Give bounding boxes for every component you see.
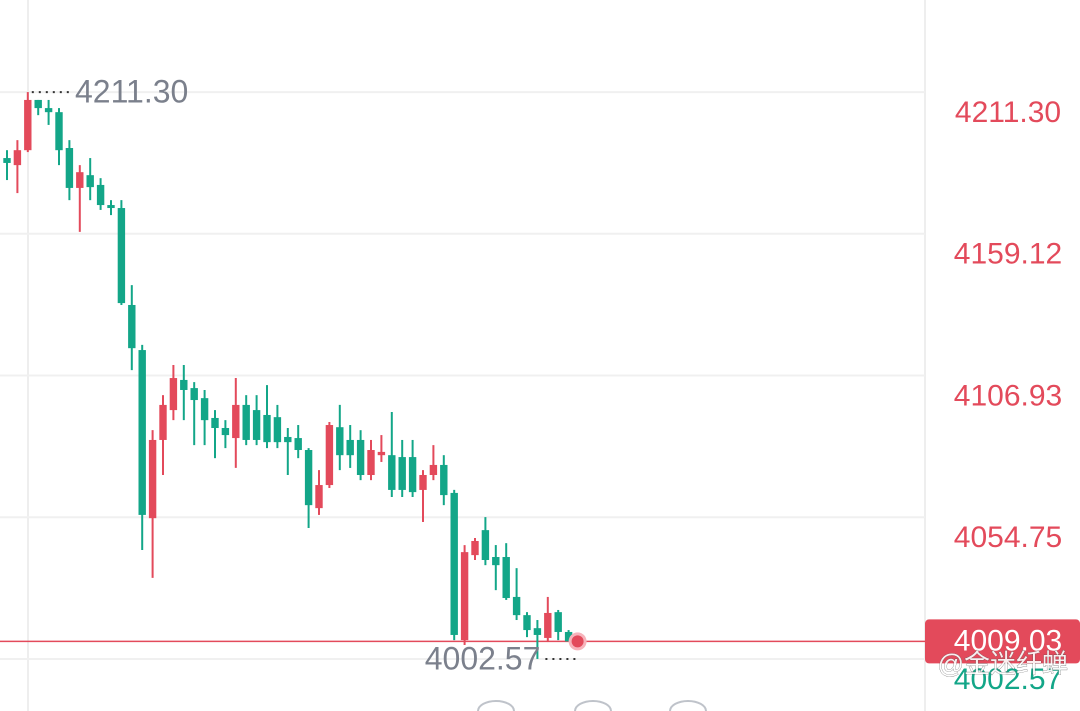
candle-body [24,99,32,151]
candle-body [356,439,365,475]
candle-body [398,457,406,490]
candle-body [55,112,63,151]
candle-body [336,427,344,456]
candle-body [346,439,354,456]
candle-body [3,158,11,163]
candle-body [242,404,250,440]
candle-body [190,388,198,401]
candle-body [138,350,146,515]
last-price-label: 4009.03 [954,624,1062,657]
y-tick-label: 4211.30 [955,96,1061,129]
candle-body [252,410,261,440]
candle-body [159,404,167,440]
candle-body [512,596,521,616]
candle-body [148,439,157,519]
low-label: 4002.57 [425,640,541,676]
candle-body [408,457,417,493]
candle-body [440,464,448,496]
candle-body [232,404,240,439]
candle-body [377,451,386,456]
y-tick-label: 4054.75 [954,521,1062,554]
candle-body [211,417,219,429]
candle-body [34,99,42,109]
candle-body [523,615,531,631]
decor-arcs [477,700,707,711]
high-label: 4211.30 [75,74,188,110]
candle-body [65,148,74,188]
last-price-tag [925,619,1080,664]
candle-body [315,485,323,509]
candle-body [419,474,427,490]
candle-body [429,464,438,475]
candle-body [76,172,84,188]
candle-body [367,450,375,475]
y-tick-label: 4159.12 [954,238,1062,271]
y-tick-label: 4002.57 [954,663,1062,696]
candle-body [294,438,302,451]
candle-body [169,378,178,411]
watermark: @金迷纤蝉 [938,648,1068,678]
candle-body [180,379,188,390]
candle-body [96,184,105,206]
candle-body [273,417,282,443]
candle-body [117,208,126,304]
candle-body [388,455,396,490]
candle-body [325,425,334,486]
y-tick-label: 4106.93 [954,379,1062,412]
candle-body [284,436,292,443]
candle-body [554,612,562,632]
candle-body [460,552,469,641]
candle-body [481,530,490,561]
candle-body [502,557,510,599]
candle-body [533,628,542,635]
candle-body [544,612,552,638]
candle-body [450,492,458,635]
candle-body [221,428,230,436]
candle-body [107,205,115,209]
candle-body [471,540,479,556]
candle-body [86,175,94,188]
candle-body [13,150,22,166]
candle-body [304,450,313,506]
candle-body [44,108,53,113]
candle-body [263,414,271,443]
last-price-dot [571,635,584,648]
candle-body [564,631,573,642]
candle-body [492,557,500,566]
candle-body [128,304,136,349]
candle-body [200,398,209,421]
